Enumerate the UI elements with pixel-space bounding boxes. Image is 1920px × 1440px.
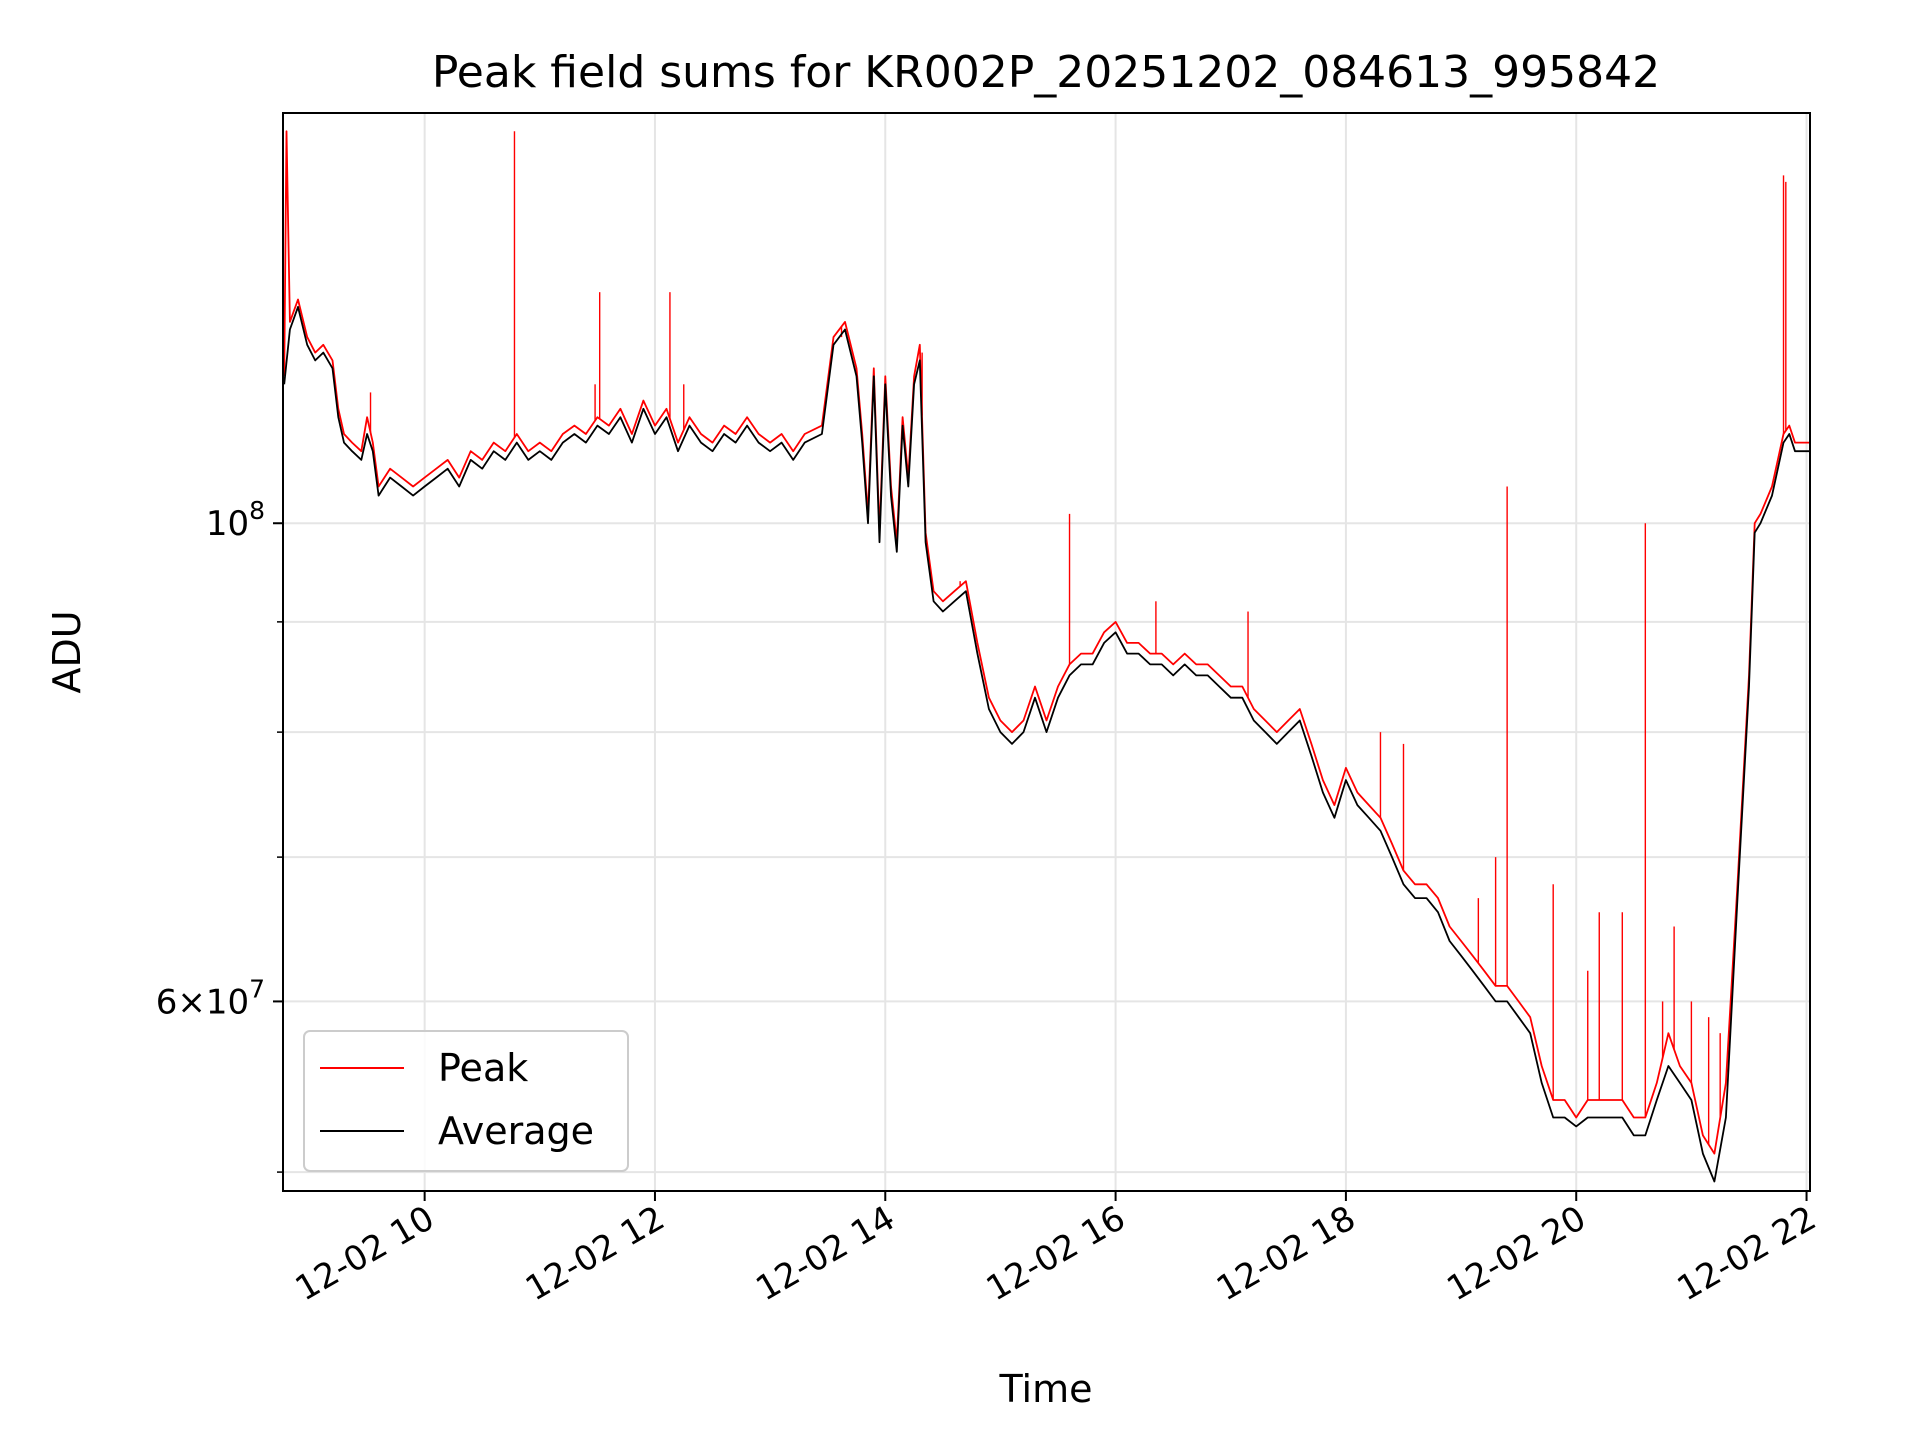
y-axis-label: ADU [45,610,89,693]
plot-frame [282,112,1811,1192]
y-tick-label: 108 [206,496,265,544]
series-line-average [283,306,1810,1183]
x-axis-label: Time [999,1367,1093,1411]
y-tick-label: 6×107 [156,974,265,1022]
series-layer [283,130,1810,1183]
legend-box [303,1030,629,1172]
y-axis-ticks: 108 6×107 [156,496,283,1173]
chart-title: Peak field sums for KR002P_20251202_0846… [432,47,1660,98]
legend-label-peak: Peak [438,1046,528,1090]
legend: Peak Average [303,1030,629,1172]
legend-label-average: Average [438,1109,594,1153]
series-line-peak [283,130,1810,1155]
